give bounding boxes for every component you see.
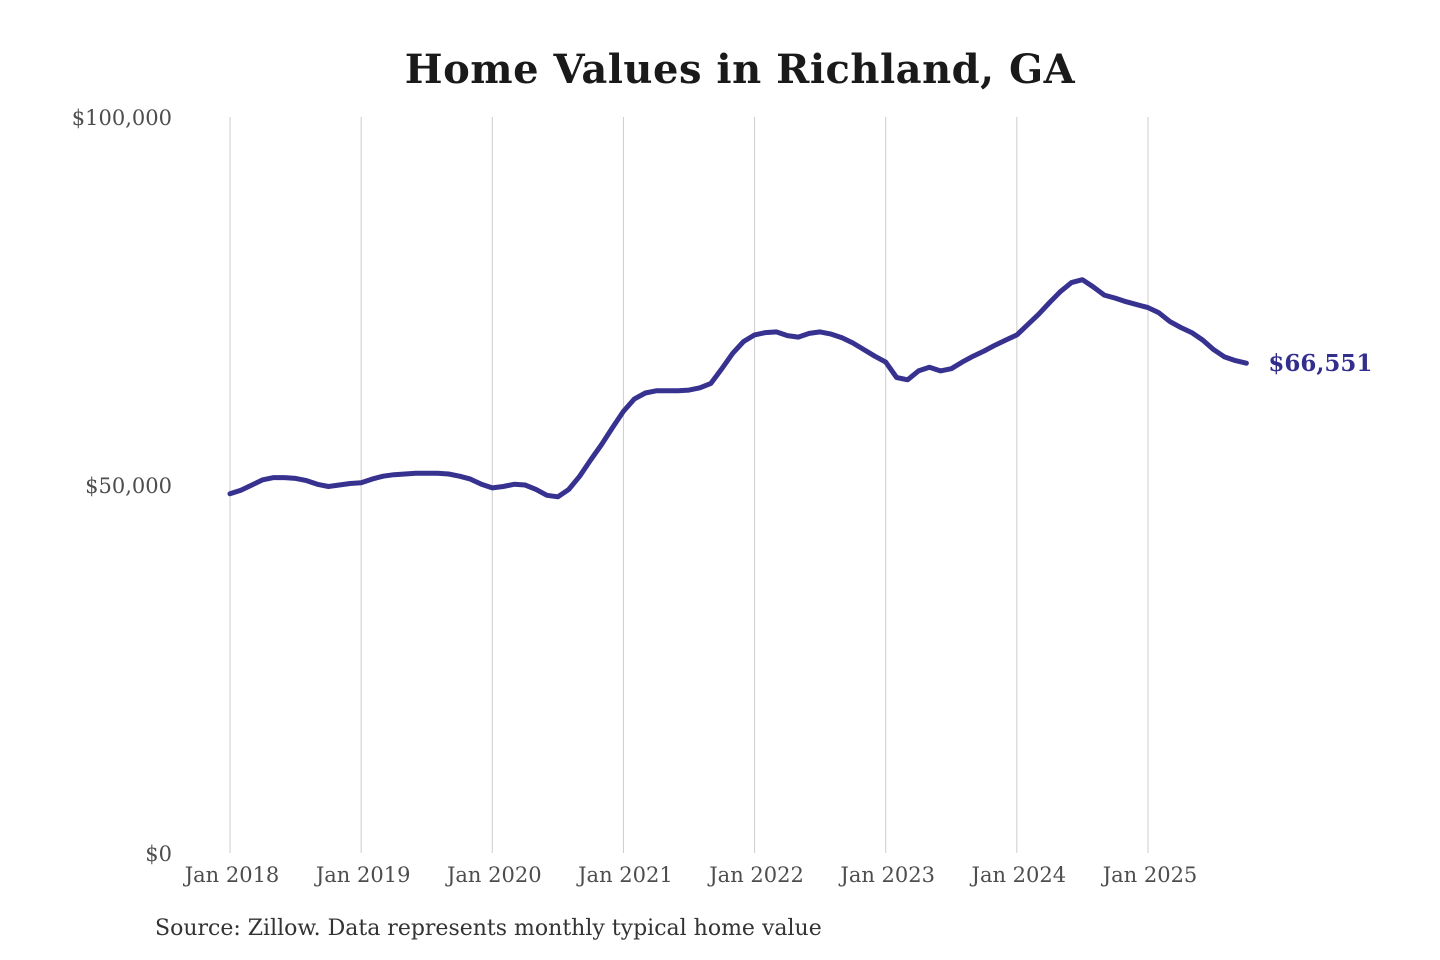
y-axis-tick-label: $50,000 [85,474,172,498]
x-axis-tick-label: Jan 2018 [183,863,280,887]
source-note: Source: Zillow. Data represents monthly … [155,916,822,941]
x-axis-tick-label: Jan 2020 [445,863,542,887]
y-axis-tick-label: $100,000 [72,106,172,130]
y-axis-tick-label: $0 [145,842,172,866]
x-axis-tick-label: Jan 2025 [1101,863,1198,887]
x-axis-tick-label: Jan 2024 [970,863,1067,887]
x-axis-tick-label: Jan 2022 [707,863,804,887]
x-axis-tick-label: Jan 2021 [576,863,673,887]
chart-title: Home Values in Richland, GA [404,46,1076,93]
current-value-label: $66,551 [1268,350,1372,377]
x-axis-tick-label: Jan 2019 [314,863,411,887]
x-axis-tick-label: Jan 2023 [838,863,935,887]
home-value-line [227,277,1249,500]
